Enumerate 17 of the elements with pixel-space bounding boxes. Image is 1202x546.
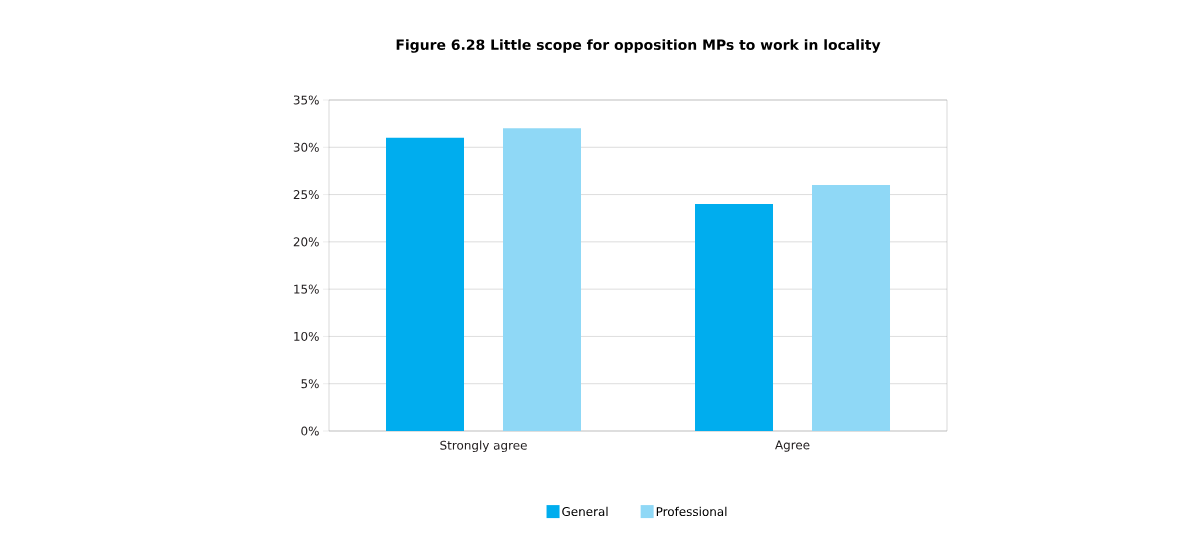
bar [695, 204, 774, 431]
legend-label: General [562, 506, 608, 517]
y-tick-label: 25% [293, 190, 319, 200]
legend-label: Professional [656, 506, 727, 517]
bar [812, 185, 891, 431]
x-tick-label: Strongly agree [440, 440, 527, 453]
y-tick-label: 20% [293, 237, 319, 247]
bar [386, 137, 464, 431]
bar [503, 128, 581, 431]
x-tick-label: Agree [775, 440, 810, 452]
y-tick-label: 10% [294, 331, 319, 341]
y-tick-label: 35% [293, 95, 319, 105]
y-tick-label: 30% [293, 142, 319, 152]
chart-title: Figure 6.28 Little scope for opposition MPs to work in locality [396, 39, 881, 53]
y-tick-label: 15% [294, 284, 319, 294]
y-tick-label: 0% [301, 426, 319, 436]
y-tick-label: 5% [301, 379, 319, 389]
